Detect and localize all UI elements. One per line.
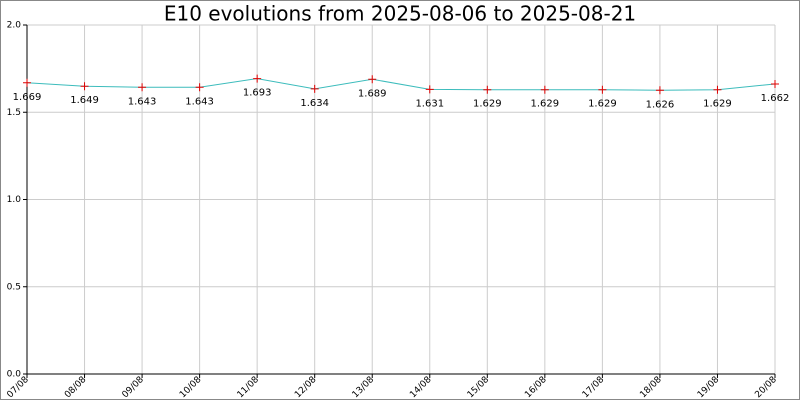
point-marker [425,85,434,94]
value-label: 1.662 [761,93,790,104]
value-label: 1.629 [531,99,560,110]
point-marker [253,74,262,83]
value-label: 1.629 [588,99,617,110]
value-label: 1.626 [646,99,675,110]
point-marker [713,85,722,94]
point-marker [368,75,377,84]
y-tick-label: 2.0 [7,21,22,31]
value-label: 1.693 [243,88,272,99]
point-marker [655,86,664,95]
series-line [26,78,776,91]
y-tick-label: 0.0 [7,370,22,380]
value-label: 1.649 [70,95,99,106]
y-tick-label: 0.5 [7,282,21,292]
point-marker [310,84,319,93]
y-tick-label: 1.0 [7,195,22,205]
point-marker [540,85,549,94]
y-tick-label: 1.5 [7,108,21,118]
value-label: 1.629 [473,99,502,110]
point-marker [483,85,492,94]
point-marker [23,78,31,87]
point-marker [598,85,607,94]
value-label: 1.629 [703,99,732,110]
point-marker [195,83,204,92]
chart-title: E10 evolutions from 2025-08-06 to 2025-0… [164,2,636,26]
point-marker [138,83,147,92]
value-label: 1.634 [300,98,329,109]
value-label: 1.643 [128,96,157,107]
point-marker [771,79,779,88]
point-marker [80,82,89,91]
value-label: 1.669 [13,92,42,103]
value-label: 1.631 [415,98,444,109]
value-label: 1.643 [185,96,214,107]
value-label: 1.689 [358,88,387,99]
